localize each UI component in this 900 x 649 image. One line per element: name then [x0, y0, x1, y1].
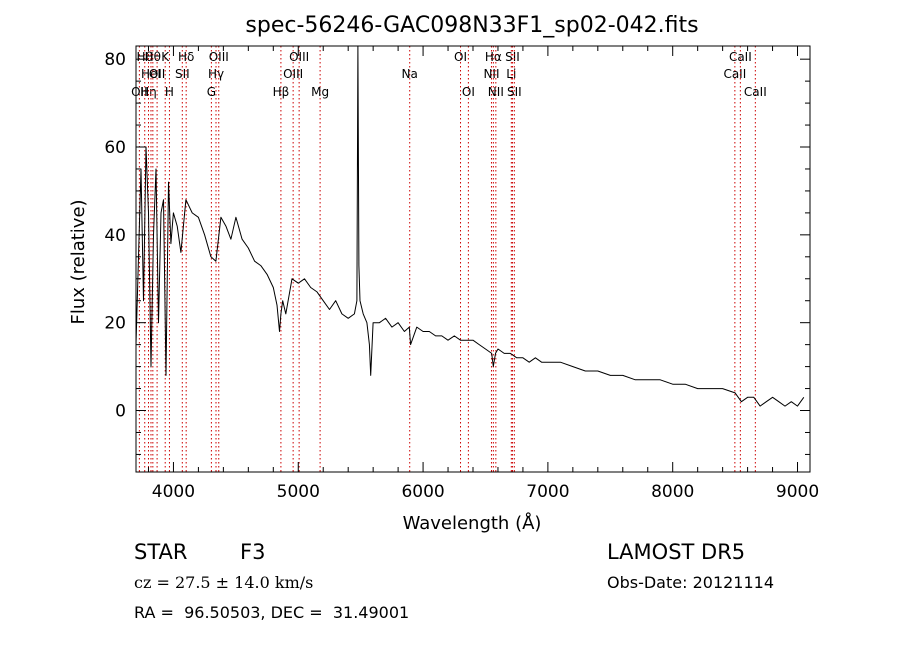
line-label: OII [149, 67, 166, 81]
line-label: OI [462, 85, 475, 99]
line-label: OII [131, 85, 148, 99]
line-label: Hθ [137, 50, 153, 64]
object-subclass: F3 [240, 540, 266, 564]
line-label: Hθ [145, 50, 161, 64]
line-label: Li [506, 67, 516, 81]
spectrum-line [135, 45, 805, 407]
line-label: Hη [140, 85, 157, 99]
line-label: NII [483, 67, 499, 81]
x-tick-label: 9000 [776, 482, 819, 502]
line-label: CaII [744, 85, 767, 99]
chart-title: spec-56246-GAC098N33F1_sp02-042.fits [245, 13, 698, 38]
series-layer [135, 45, 805, 407]
y-tick-label: 80 [104, 50, 126, 70]
y-tick-label: 20 [104, 314, 126, 334]
y-tick-label: 0 [115, 402, 126, 422]
line-label: Na [402, 67, 418, 81]
x-axis-label: Wavelength (Å) [403, 512, 542, 534]
x-axis: 4000 5000 6000 7000 8000 9000 [147, 46, 819, 502]
line-label: CaII [729, 50, 752, 64]
x-tick-label: 5000 [277, 482, 320, 502]
x-tick-label: 6000 [401, 482, 444, 502]
line-label: OI [454, 50, 467, 64]
x-tick-label: 4000 [152, 482, 195, 502]
y-tick-label: 40 [104, 226, 126, 246]
line-label: NII [488, 85, 504, 99]
plot-frame [135, 45, 811, 473]
line-label: Hβ [273, 85, 290, 99]
observation-date: Obs-Date: 20121114 [607, 573, 775, 592]
x-tick-label: 7000 [526, 482, 569, 502]
line-label: HeI [141, 67, 161, 81]
line-label: H [165, 85, 174, 99]
emission-line-markers: OIIHθHηHeIHθOIIKHSIIHδGHγOIIIHβOIIIOIIIM… [131, 46, 767, 472]
y-axis: 0 20 40 60 80 [104, 50, 810, 455]
line-label: OIII [209, 50, 229, 64]
line-label: Hα [485, 50, 502, 64]
line-label: G [207, 85, 216, 99]
line-label: SII [507, 85, 522, 99]
line-label: K [161, 50, 170, 64]
line-label: SII [175, 67, 190, 81]
line-label: OIII [289, 50, 309, 64]
survey-name: LAMOST DR5 [607, 540, 746, 564]
line-label: Hγ [208, 67, 224, 81]
line-label: Mg [311, 85, 329, 99]
line-label: SII [505, 50, 520, 64]
y-axis-label: Flux (relative) [68, 199, 89, 324]
line-label: Hδ [178, 50, 194, 64]
redshift-velocity: cz = 27.5 ± 14.0 km/s [134, 573, 314, 592]
y-tick-label: 60 [104, 138, 126, 158]
object-class: STAR [134, 540, 188, 564]
line-label: CaII [723, 67, 746, 81]
line-label: OIII [283, 67, 303, 81]
x-tick-label: 8000 [651, 482, 694, 502]
sky-coordinates: RA = 96.50503, DEC = 31.49001 [134, 603, 410, 622]
